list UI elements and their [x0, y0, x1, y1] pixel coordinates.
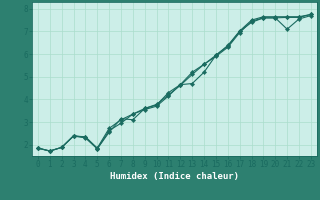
- X-axis label: Humidex (Indice chaleur): Humidex (Indice chaleur): [110, 172, 239, 181]
